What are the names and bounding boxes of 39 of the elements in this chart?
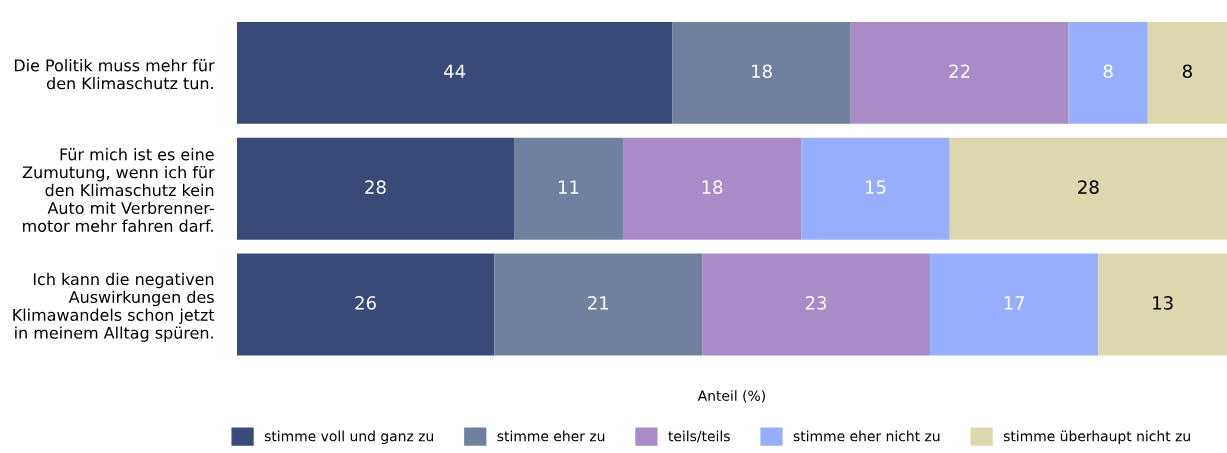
bar	[1068, 21, 1148, 124]
y-tick-label: Für mich ist es eine Zumutung, wenn ich für den Klimaschutz kein Auto mit Verbrenner- motor mehr fahren darf.	[22, 148, 215, 232]
data-label: 21	[588, 296, 609, 310]
bar	[1098, 253, 1227, 356]
legend-label: stimme eher zu	[497, 430, 605, 442]
bar	[236, 137, 515, 240]
data-label: 11	[559, 180, 579, 194]
data-label: 28	[1078, 180, 1099, 194]
data-label: 13	[1153, 296, 1173, 310]
bar	[672, 21, 851, 124]
data-label: 22	[949, 64, 970, 78]
bar	[1147, 21, 1227, 124]
y-tick-label: Die Politik muss mehr für den Klimaschutz tun.	[14, 59, 215, 90]
bar	[494, 253, 703, 356]
data-label: 18	[702, 180, 723, 194]
data-label: 44	[444, 64, 466, 78]
data-label: 18	[752, 64, 772, 79]
data-label: 15	[865, 180, 886, 194]
legend-label: teils/teils	[668, 430, 730, 443]
bar	[949, 137, 1227, 240]
data-label: 26	[355, 296, 376, 310]
bar	[514, 137, 623, 240]
legend-label: stimme voll und ganz zu	[264, 430, 434, 445]
data-label: 23	[805, 296, 827, 310]
bar	[622, 137, 802, 240]
y-tick-label: Ich kann die negativen Auswirkungen des Klimawandels schon jetzt in meinem Alltag spüren.	[13, 272, 215, 342]
bar	[801, 137, 950, 240]
legend-label: stimme eher nicht zu	[793, 430, 940, 442]
data-label: 28	[365, 180, 386, 194]
data-label: 8	[1103, 64, 1113, 79]
bar	[850, 21, 1069, 124]
legend-label: stimme überhaupt nicht zu	[1003, 430, 1190, 445]
data-label: 17	[1004, 296, 1025, 310]
bar	[236, 253, 495, 356]
bar	[236, 21, 673, 124]
x-axis-title: Anteil (%)	[697, 390, 765, 403]
data-label: 8	[1182, 64, 1192, 79]
bar	[702, 253, 930, 356]
bar	[929, 253, 1099, 356]
